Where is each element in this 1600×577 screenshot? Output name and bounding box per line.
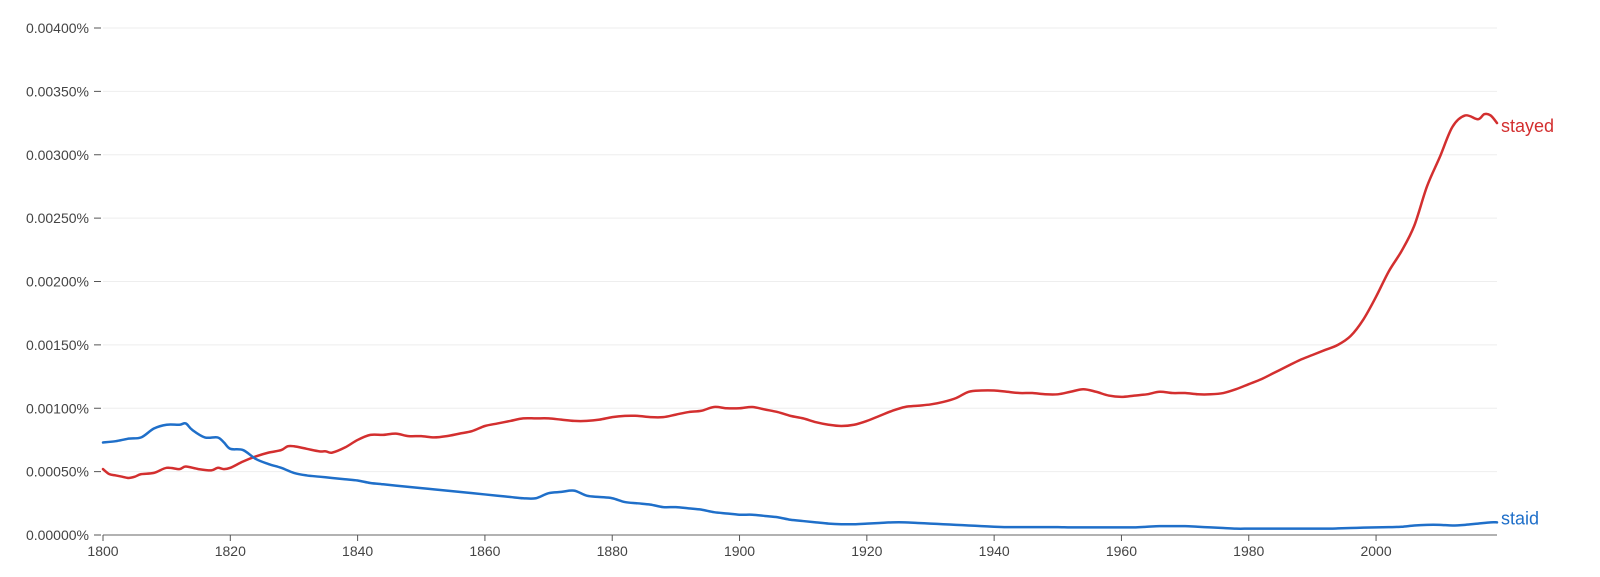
series-labels: stayed staid <box>1501 116 1554 528</box>
gridlines <box>103 27 1497 473</box>
x-tick-label: 1880 <box>597 543 628 559</box>
x-tick-label: 1940 <box>979 543 1010 559</box>
x-tick-label: 1840 <box>342 543 373 559</box>
x-tick-label: 1860 <box>469 543 500 559</box>
y-tick-label: 0.00400% <box>26 20 89 36</box>
series-line-stayed[interactable] <box>101 112 1499 480</box>
y-tick-label: 0.00200% <box>26 274 89 290</box>
series-label-staid[interactable]: staid <box>1501 508 1539 528</box>
y-tick-label: 0.00300% <box>26 147 89 163</box>
x-tick-label: 2000 <box>1360 543 1391 559</box>
series-label-stayed[interactable]: stayed <box>1501 116 1554 136</box>
x-tick-label: 1800 <box>87 543 118 559</box>
y-tick-label: 0.00150% <box>26 337 89 353</box>
y-tick-label: 0.00100% <box>26 400 89 416</box>
y-tick-label: 0.00000% <box>26 527 89 543</box>
y-tick-label: 0.00050% <box>26 464 89 480</box>
x-axis: 1800 1820 1840 1860 1880 1900 1920 1940 1960 1980… <box>87 534 1497 559</box>
x-tick-label: 1900 <box>724 543 755 559</box>
series-line-staid[interactable] <box>101 422 1499 530</box>
y-tick-label: 0.00250% <box>26 210 89 226</box>
series-lines <box>101 112 1499 530</box>
x-tick-label: 1980 <box>1233 543 1264 559</box>
x-tick-label: 1920 <box>851 543 882 559</box>
y-tick-label: 0.00350% <box>26 83 89 99</box>
y-axis: 0.00000% 0.00050% 0.00100% 0.00150% 0.00200%… <box>26 20 101 543</box>
x-tick-label: 1960 <box>1106 543 1137 559</box>
x-tick-label: 1820 <box>215 543 246 559</box>
